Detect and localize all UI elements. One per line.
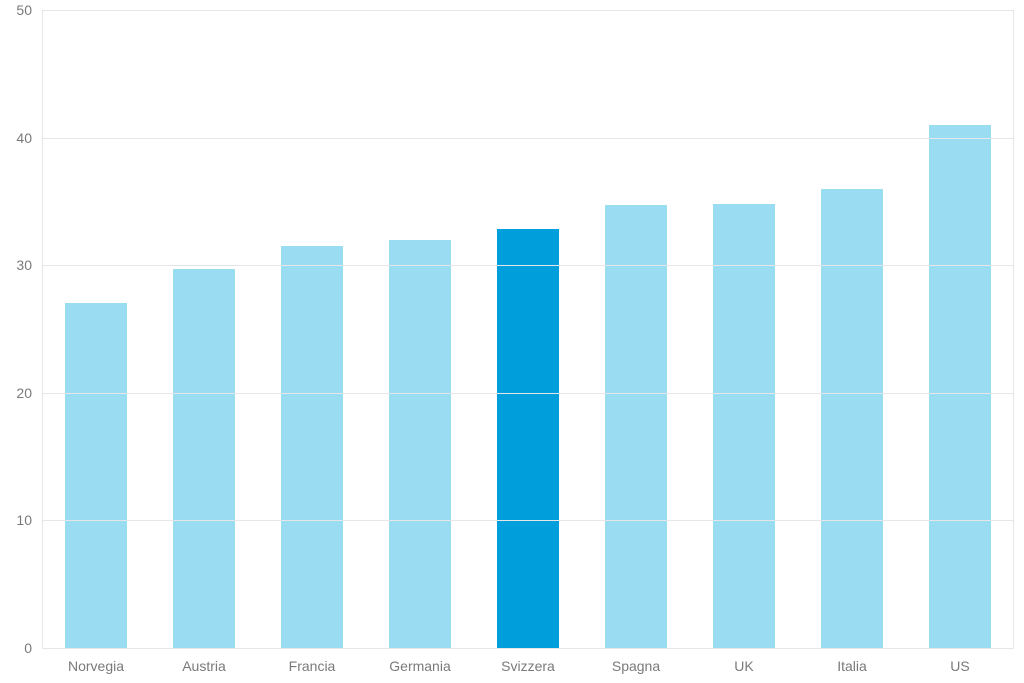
y-tick-label: 10 [16,512,42,528]
x-tick-label: US [950,648,969,674]
bar-chart: 0 10 20 30 40 50 Norvegia Austria Francia Germani… [0,0,1024,683]
grid-line [42,265,1014,266]
plot-area: 01020304050NorvegiaAustriaFranciaGermani… [42,10,1014,648]
y-tick-label: 0 [24,640,42,656]
y-tick-label: 40 [16,130,42,146]
x-tick-label: UK [734,648,753,674]
x-tick-label: Austria [182,648,226,674]
x-tick-label: Italia [837,648,867,674]
bar [497,229,560,648]
y-tick-label: 30 [16,257,42,273]
y-tick-label: 20 [16,385,42,401]
bar [713,204,776,648]
grid-line [42,393,1014,394]
grid-line [42,138,1014,139]
bar [281,246,344,648]
bar [605,205,668,648]
bar [65,303,128,648]
bar [173,269,236,648]
grid-line [42,10,1014,11]
bar [929,125,992,648]
x-tick-label: Norvegia [68,648,124,674]
x-tick-label: Germania [389,648,450,674]
grid-line [42,520,1014,521]
bars-container [42,10,1014,648]
x-tick-label: Francia [289,648,336,674]
bar [389,240,452,648]
y-tick-label: 50 [16,2,42,18]
bar [821,189,884,648]
x-tick-label: Svizzera [501,648,555,674]
x-tick-label: Spagna [612,648,660,674]
